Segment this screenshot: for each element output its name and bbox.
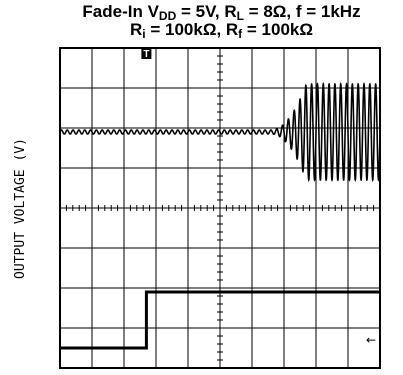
output-voltage-trace [59,82,381,182]
title-subscript: f [238,27,243,41]
title-text: = 5V, R [176,2,237,21]
trigger-marker-label: T [143,49,149,60]
title-subscript: L [236,9,244,23]
title-text: = 8Ω, f = 1kHz [243,2,361,21]
chart-title-line-2: Ri = 100kΩ, Rf = 100kΩ [40,20,403,40]
ground-level-marker: ← [366,333,376,347]
plot-frame [59,47,381,369]
control-step-trace [60,290,380,350]
title-subscript: DD [158,9,177,23]
title-text: R [130,20,143,39]
title-text: Fade-In V [82,2,159,21]
scope-grid [59,47,381,369]
title-subscript: i [142,27,146,41]
chart-title-line-1: Fade-In VDD = 5V, RL = 8Ω, f = 1kHz [40,2,403,22]
title-text: = 100kΩ, R [145,20,239,39]
scope-traces [59,82,381,350]
y-axis-label: OUTPUT VOLTAGE (V) [12,137,28,279]
scope-markers: T← [141,48,376,347]
trigger-marker-box [141,48,152,59]
title-text: = 100kΩ [242,20,313,39]
